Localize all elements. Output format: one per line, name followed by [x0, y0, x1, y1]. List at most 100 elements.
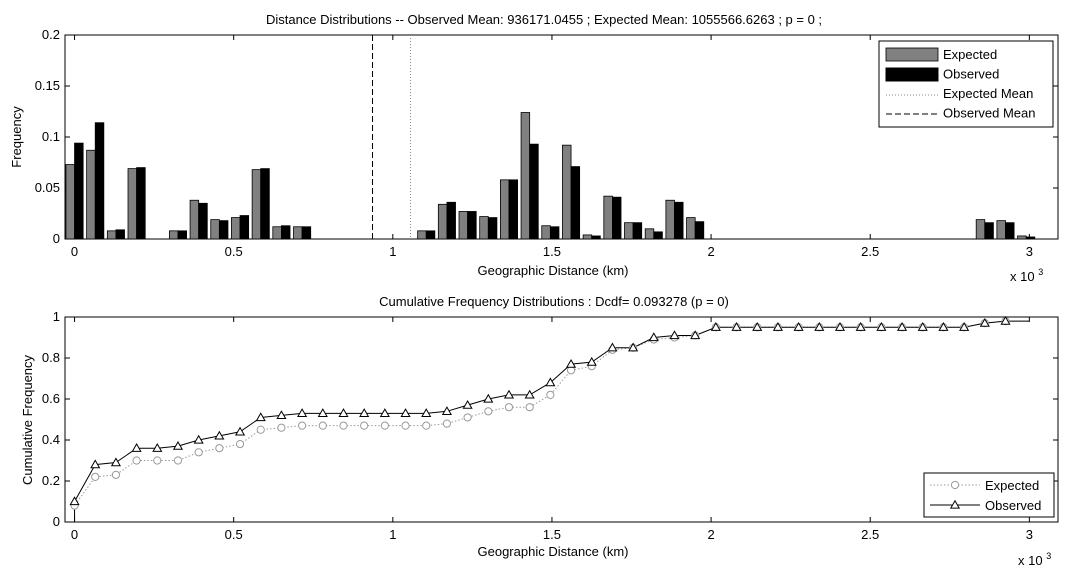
bottom-series-markers	[69, 315, 1011, 510]
observed-bar	[239, 215, 250, 240]
expected-point	[235, 440, 245, 449]
expected-point	[339, 421, 348, 430]
expected-bar	[417, 230, 427, 240]
observed-cumulative-line	[74, 320, 1030, 522]
expected-point	[91, 472, 100, 481]
expected-bar	[562, 144, 572, 240]
expected-bar	[210, 219, 220, 240]
bottom-y-tick-label: 0.4	[42, 432, 60, 447]
top-x-multiplier-exponent: 3	[1038, 267, 1043, 277]
bottom-y-tick-label: 0.6	[42, 391, 60, 406]
bottom-legend-box	[923, 472, 1055, 518]
bottom-y-tick-label: 1	[53, 309, 60, 324]
expected-point	[215, 444, 224, 453]
bottom-x-tick-label: 2	[707, 527, 714, 542]
bottom-x-axis-label: Geographic Distance (km)	[478, 544, 629, 559]
bottom-y-tick-label: 0	[53, 514, 60, 529]
expected-point	[504, 403, 514, 412]
expected-point	[132, 456, 141, 465]
top-x-tick-label: 0	[71, 244, 78, 259]
expected-point	[318, 421, 327, 430]
expected-bar	[644, 228, 655, 240]
observed-point	[234, 426, 246, 436]
observed-bar	[446, 201, 456, 240]
observed-point	[421, 408, 432, 417]
observed-bar	[549, 226, 560, 240]
expected-bar	[127, 168, 138, 240]
top-x-multiplier-base: x 10	[1010, 269, 1035, 284]
observed-point	[648, 332, 659, 342]
observed-bar	[136, 167, 146, 240]
observed-point	[503, 389, 515, 399]
expected-bar	[582, 234, 593, 240]
top-y-tick-label: 0.2	[42, 27, 60, 42]
distance-distribution-chart: Distance Distributions -- Observed Mean:…	[9, 12, 1059, 284]
observed-bar	[218, 220, 229, 240]
observed-point	[565, 358, 577, 368]
top-chart-title: Distance Distributions -- Observed Mean:…	[266, 12, 822, 27]
observed-point	[255, 412, 266, 422]
observed-point	[896, 322, 908, 331]
observed-bar	[508, 179, 518, 240]
bottom-legend-label: Observed	[985, 498, 1041, 513]
expected-bar	[499, 179, 510, 240]
expected-point	[525, 403, 534, 412]
expected-cumulative-line	[74, 320, 1030, 522]
observed-bar	[177, 230, 187, 240]
observed-bar	[301, 226, 312, 240]
observed-point	[297, 408, 308, 417]
observed-point	[317, 408, 328, 417]
observed-bar	[74, 142, 84, 240]
observed-point	[276, 410, 287, 420]
bottom-x-tick-label: 3	[1026, 527, 1033, 542]
expected-point	[546, 390, 555, 400]
observed-bar	[529, 143, 539, 240]
bottom-x-multiplier-base: x 10	[1018, 553, 1043, 568]
observed-point	[938, 322, 949, 331]
expected-point	[111, 470, 121, 479]
observed-bar	[487, 217, 498, 240]
observed-bar	[591, 235, 601, 240]
expected-bar	[479, 216, 489, 240]
top-x-tick-label: 0.5	[225, 244, 243, 259]
observed-bar	[612, 196, 622, 240]
observed-point	[690, 330, 701, 340]
observed-point	[979, 317, 990, 327]
observed-point	[193, 434, 204, 444]
top-y-tick-label: 0.1	[42, 129, 60, 144]
legend-observed-swatch	[885, 67, 939, 82]
observed-point	[524, 389, 535, 399]
observed-point	[545, 377, 556, 387]
expected-bar	[686, 217, 696, 240]
expected-point	[194, 448, 203, 457]
observed-point	[855, 322, 866, 331]
top-legend: Expected Observed Expected Mean Observed Me…	[878, 40, 1054, 128]
expected-point	[173, 456, 183, 465]
legend-expected-swatch	[885, 47, 939, 62]
observed-bar	[694, 221, 705, 240]
observed-point	[959, 322, 970, 331]
top-x-multiplier: x 10 3	[1010, 267, 1043, 284]
observed-point	[69, 496, 80, 506]
observed-bar	[115, 229, 125, 240]
observed-bar	[984, 222, 994, 240]
observed-point	[483, 393, 494, 403]
observed-point	[214, 430, 225, 440]
legend-expected-marker	[950, 480, 960, 490]
expected-point	[360, 421, 369, 430]
observed-point	[462, 399, 473, 409]
top-y-tick-label: 0.15	[35, 78, 60, 93]
observed-point	[400, 408, 411, 417]
observed-bar	[1025, 236, 1036, 240]
bottom-x-tick-label: 1	[389, 527, 396, 542]
observed-point	[172, 440, 184, 450]
observed-point	[917, 322, 928, 331]
bottom-series-lines	[74, 320, 1030, 522]
expected-bar	[996, 220, 1006, 240]
observed-point	[793, 322, 804, 331]
expected-bar	[251, 169, 262, 240]
observed-point	[441, 406, 452, 415]
observed-point	[731, 322, 742, 331]
observed-point	[90, 459, 101, 469]
